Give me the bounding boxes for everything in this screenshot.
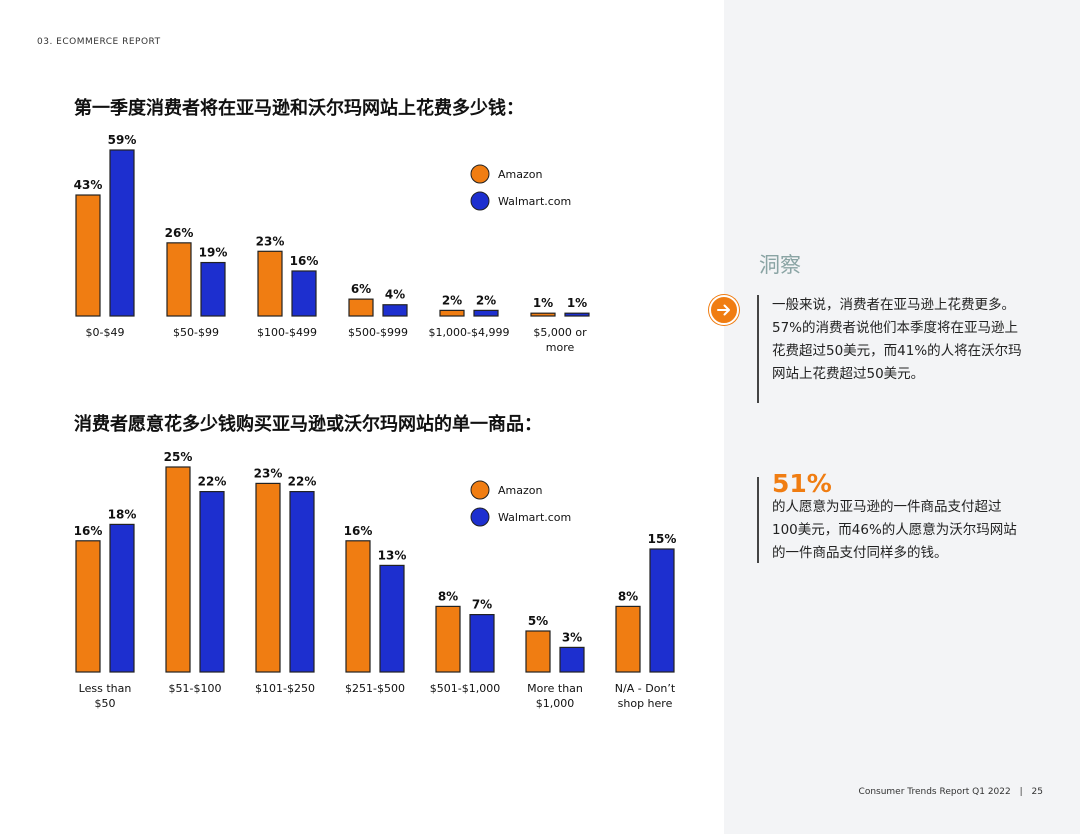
- category-label: $50: [95, 697, 116, 710]
- data-label: 2%: [442, 293, 462, 307]
- bar-amazon-3: [345, 540, 371, 673]
- bar-walmartcom-2: [291, 270, 317, 317]
- category-label: $1,000-$4,999: [429, 326, 510, 339]
- data-label: 5%: [528, 614, 548, 628]
- bar-amazon-0: [75, 540, 101, 673]
- chart1-spend-per-quarter: 43% 59% $0-$49 26% 19% $50-$99 23% 16% $100-$499…: [74, 133, 590, 354]
- category-label: $251-$500: [345, 682, 405, 695]
- bar-walmartcom-3: [382, 304, 408, 317]
- legend-label: Amazon: [498, 484, 542, 497]
- bar-amazon-4: [435, 605, 461, 673]
- page-number: 25: [1031, 787, 1043, 797]
- bar-walmartcom-5: [559, 646, 585, 673]
- chart1-title: 第一季度消费者将在亚马逊和沃尔玛网站上花费多少钱：: [74, 98, 524, 119]
- data-label: 1%: [567, 296, 587, 310]
- category-label: $501-$1,000: [430, 682, 500, 695]
- data-label: 22%: [288, 475, 317, 489]
- insight-text-2: 的人愿意为亚马逊的一件商品支付超过100美元，而46%的人愿意为沃尔玛网站的一件…: [772, 499, 1017, 561]
- bar-walmartcom-6: [649, 548, 675, 673]
- legend-swatch: [470, 191, 490, 211]
- data-label: 13%: [378, 548, 407, 562]
- category-label: $51-$100: [169, 682, 222, 695]
- section-label: 03. ECOMMERCE REPORT: [37, 37, 161, 47]
- category-label: More than: [527, 682, 583, 695]
- category-label: $100-$499: [257, 326, 317, 339]
- data-label: 26%: [165, 226, 194, 240]
- stat-divider: [757, 477, 759, 563]
- data-label: 16%: [74, 524, 103, 538]
- data-label: 8%: [438, 589, 458, 603]
- category-label: shop here: [618, 697, 673, 710]
- bar-walmartcom-0: [109, 149, 135, 317]
- data-label: 23%: [254, 466, 283, 480]
- footer-report: Consumer Trends Report Q1 2022: [858, 787, 1011, 797]
- bar-walmartcom-1: [199, 490, 225, 673]
- page-footer: Consumer Trends Report Q1 2022 | 25: [858, 787, 1043, 797]
- legend-label: Walmart.com: [498, 195, 571, 208]
- legend-label: Amazon: [498, 168, 542, 181]
- insights-title: 洞察: [759, 253, 801, 277]
- data-label: 3%: [562, 630, 582, 644]
- arrow-right-icon: [709, 295, 739, 325]
- insight-text-1: 一般来说，消费者在亚马逊上花费更多。57%的消费者说他们本季度将在亚马逊上花费超…: [772, 297, 1022, 382]
- bar-walmartcom-0: [109, 523, 135, 673]
- data-label: 16%: [344, 524, 373, 538]
- insights-panel: [724, 0, 1080, 834]
- data-label: 43%: [74, 178, 103, 192]
- bar-walmartcom-1: [200, 261, 226, 317]
- bar-amazon-5: [530, 312, 556, 317]
- category-label: $1,000: [536, 697, 575, 710]
- data-label: 4%: [385, 288, 405, 302]
- bar-amazon-3: [348, 298, 374, 317]
- data-label: 8%: [618, 589, 638, 603]
- category-label: N/A - Don’t: [615, 682, 676, 695]
- bar-amazon-2: [257, 250, 283, 317]
- data-label: 59%: [108, 133, 137, 147]
- data-label: 23%: [256, 234, 285, 248]
- insight-divider: [757, 295, 759, 403]
- legend-swatch: [470, 164, 490, 184]
- data-label: 1%: [533, 296, 553, 310]
- bar-walmartcom-4: [469, 614, 495, 673]
- data-label: 15%: [648, 532, 677, 546]
- legend-swatch: [470, 507, 490, 527]
- bar-amazon-1: [166, 242, 192, 317]
- stat-highlight: 51%: [772, 469, 832, 498]
- bar-walmartcom-4: [473, 309, 499, 317]
- bar-walmartcom-3: [379, 564, 405, 673]
- data-label: 22%: [198, 475, 227, 489]
- bar-walmartcom-5: [564, 312, 590, 317]
- bar-amazon-1: [165, 466, 191, 673]
- data-label: 2%: [476, 293, 496, 307]
- bar-amazon-5: [525, 630, 551, 673]
- category-label: $0-$49: [86, 326, 125, 339]
- chart2-title: 消费者愿意花多少钱购买亚马逊或沃尔玛网站的单一商品：: [74, 414, 542, 435]
- bar-amazon-0: [75, 194, 101, 317]
- data-label: 7%: [472, 598, 492, 612]
- data-label: 6%: [351, 282, 371, 296]
- category-label: $5,000 or: [533, 326, 587, 339]
- data-label: 19%: [199, 246, 228, 260]
- legend-swatch: [470, 480, 490, 500]
- bar-walmartcom-2: [289, 490, 315, 673]
- category-label: Less than: [79, 682, 132, 695]
- category-label: more: [546, 341, 575, 354]
- data-label: 25%: [164, 450, 193, 464]
- chart2-single-item-spend: 16% 18% Less than $50 25% 22% $51-$100 23% 22% $1…: [74, 450, 677, 710]
- category-label: $500-$999: [348, 326, 408, 339]
- category-label: $50-$99: [173, 326, 219, 339]
- legend-label: Walmart.com: [498, 511, 571, 524]
- bar-amazon-6: [615, 605, 641, 673]
- data-label: 18%: [108, 507, 137, 521]
- bar-amazon-2: [255, 482, 281, 673]
- category-label: $101-$250: [255, 682, 315, 695]
- data-label: 16%: [290, 254, 319, 268]
- bar-amazon-4: [439, 309, 465, 317]
